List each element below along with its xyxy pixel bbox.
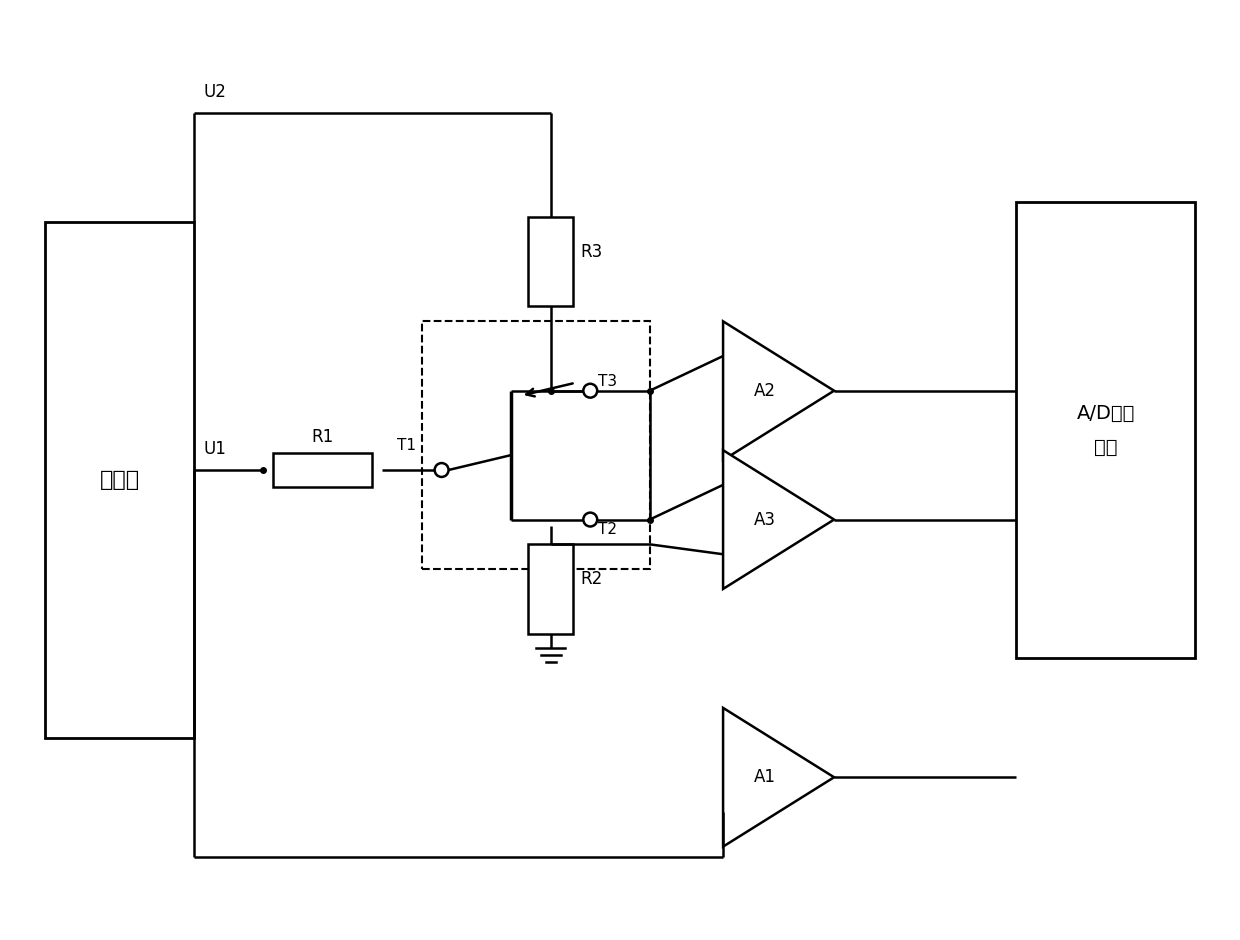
Text: A2: A2 (754, 382, 776, 400)
Bar (422, 321, 650, 569)
Circle shape (435, 463, 449, 477)
Text: R3: R3 (580, 243, 603, 261)
Polygon shape (723, 708, 835, 847)
Bar (45, 222, 193, 738)
Text: 缓冲级: 缓冲级 (99, 470, 140, 490)
Polygon shape (723, 321, 835, 460)
Text: T3: T3 (598, 374, 618, 389)
Bar (1017, 202, 1195, 658)
Text: T1: T1 (397, 438, 415, 453)
Bar (528, 544, 573, 634)
Text: U1: U1 (203, 440, 227, 458)
Text: T2: T2 (598, 523, 618, 538)
Text: A1: A1 (754, 768, 776, 786)
Circle shape (583, 384, 598, 398)
Text: A3: A3 (754, 510, 776, 528)
Text: A/D转换
模块: A/D转换 模块 (1076, 404, 1135, 457)
Text: R1: R1 (311, 429, 334, 446)
Circle shape (583, 512, 598, 526)
Bar (528, 217, 573, 306)
Text: U2: U2 (203, 84, 227, 102)
Bar (273, 453, 372, 487)
Polygon shape (723, 450, 835, 589)
Text: R2: R2 (580, 570, 603, 588)
